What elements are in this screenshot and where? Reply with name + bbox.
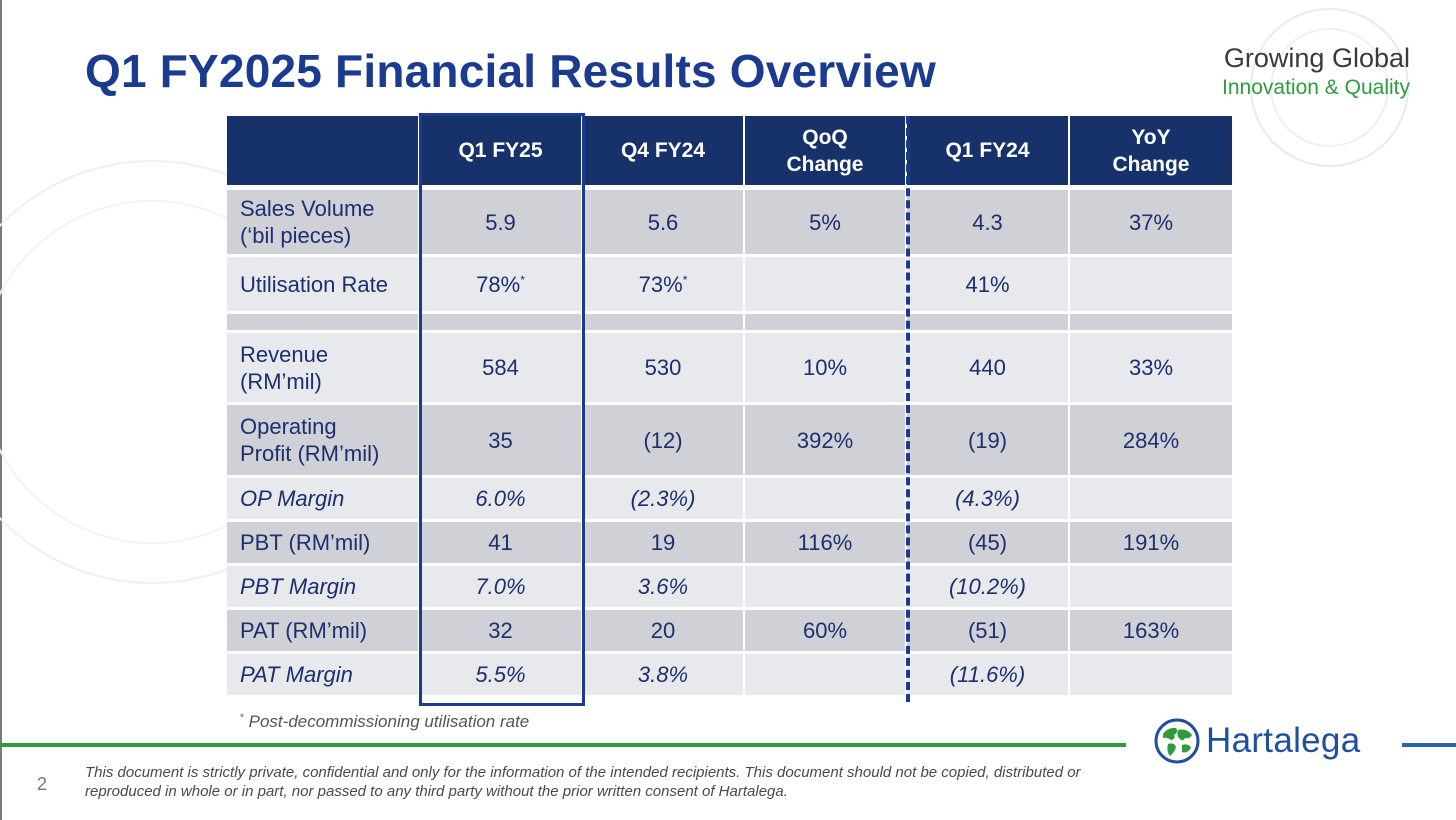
table-cell: 5.9 xyxy=(420,190,583,254)
header-cell xyxy=(227,116,420,185)
table-cell xyxy=(1070,566,1232,607)
brand-name: Hartalega xyxy=(1206,721,1361,760)
table-cell xyxy=(745,654,907,695)
table-cell xyxy=(1070,314,1232,330)
header-cell-q1-fy25: Q1 FY25 xyxy=(420,116,583,185)
table-cell: 191% xyxy=(1070,522,1232,563)
table-cell xyxy=(745,566,907,607)
table-cell: 392% xyxy=(745,405,907,475)
table-cell: 35 xyxy=(420,405,583,475)
row-label: PBT (RM’mil) xyxy=(227,522,420,563)
table-cell xyxy=(1070,654,1232,695)
table-cell: 10% xyxy=(745,333,907,402)
table-cell xyxy=(420,314,583,330)
header-cell-yoy-change: YoY Change xyxy=(1070,116,1232,185)
table-row: Utilisation Rate 78% * 73% * 41% xyxy=(227,254,1232,311)
table-row: PBT Margin 7.0% 3.6% (10.2%) xyxy=(227,563,1232,607)
table-row: Operating Profit (RM’mil) 35 (12) 392% (19) 28… xyxy=(227,402,1232,475)
table-cell: 41% xyxy=(907,257,1070,311)
globe-icon xyxy=(1154,718,1200,764)
table-cell: (12) xyxy=(583,405,745,475)
confidentiality-disclaimer: This document is strictly private, confi… xyxy=(85,764,1081,800)
table-row: Revenue (RM’mil) 584 530 10% 440 33% xyxy=(227,330,1232,402)
table-cell: 6.0% xyxy=(420,478,583,519)
header-cell-q1-fy24: Q1 FY24 xyxy=(907,116,1070,185)
footnote-marker: * xyxy=(240,712,244,724)
table-cell xyxy=(907,314,1070,330)
table-cell: 73% * xyxy=(583,257,745,311)
table-row: OP Margin 6.0% (2.3%) (4.3%) xyxy=(227,475,1232,519)
table-cell: 3.6% xyxy=(583,566,745,607)
header-cell-q4-fy24: Q4 FY24 xyxy=(583,116,745,185)
table-cell xyxy=(1070,478,1232,519)
table-cell xyxy=(745,314,907,330)
table-cell: 116% xyxy=(745,522,907,563)
tagline-line1: Growing Global xyxy=(1223,43,1410,73)
table-cell xyxy=(745,478,907,519)
table-cell: 3.8% xyxy=(583,654,745,695)
table-cell: 32 xyxy=(420,610,583,651)
table-cell: 5% xyxy=(745,190,907,254)
table-cell: (19) xyxy=(907,405,1070,475)
table-cell: 20 xyxy=(583,610,745,651)
table-cell: 5.5% xyxy=(420,654,583,695)
footnote-marker: * xyxy=(520,272,525,287)
table-cell: (45) xyxy=(907,522,1070,563)
footnote-marker: * xyxy=(682,272,688,287)
table-cell: 41 xyxy=(420,522,583,563)
table-cell: 163% xyxy=(1070,610,1232,651)
table-cell: 19 xyxy=(583,522,745,563)
footer-divider-green xyxy=(0,743,1126,747)
table-cell xyxy=(1070,257,1232,311)
row-label: Revenue (RM’mil) xyxy=(227,333,420,402)
tagline-line2: Innovation & Quality xyxy=(1222,76,1410,99)
table-cell xyxy=(583,314,745,330)
row-label: PAT (RM’mil) xyxy=(227,610,420,651)
decorative-circle xyxy=(1250,8,1409,167)
table-cell: 530 xyxy=(583,333,745,402)
footnote: * Post-decommissioning utilisation rate xyxy=(240,712,529,732)
table-cell: 7.0% xyxy=(420,566,583,607)
row-label: Sales Volume (‘bil pieces) xyxy=(227,190,420,254)
table-header-row: Q1 FY25 Q4 FY24 QoQ Change Q1 FY24 YoY Cha… xyxy=(227,116,1232,185)
table-body: Sales Volume (‘bil pieces) 5.9 5.6 5% 4.3 37% U… xyxy=(227,185,1232,695)
financial-results-table: Q1 FY25 Q4 FY24 QoQ Change Q1 FY24 YoY Cha… xyxy=(227,116,1232,695)
table-row: PAT Margin 5.5% 3.8% (11.6%) xyxy=(227,651,1232,695)
table-cell xyxy=(745,257,907,311)
row-label: Utilisation Rate xyxy=(227,257,420,311)
table-cell: 33% xyxy=(1070,333,1232,402)
row-label: OP Margin xyxy=(227,478,420,519)
row-label xyxy=(227,314,420,330)
table-cell: 284% xyxy=(1070,405,1232,475)
table-cell: 4.3 xyxy=(907,190,1070,254)
page-number: 2 xyxy=(37,774,48,794)
row-label: Operating Profit (RM’mil) xyxy=(227,405,420,475)
footnote-text: Post-decommissioning utilisation rate xyxy=(248,712,530,731)
table-cell: 78% * xyxy=(420,257,583,311)
tagline: Growing Global Innovation & Quality xyxy=(1222,42,1410,102)
table-cell: 37% xyxy=(1070,190,1232,254)
table-cell: (11.6%) xyxy=(907,654,1070,695)
table-cell: (4.3%) xyxy=(907,478,1070,519)
table-cell: 5.6 xyxy=(583,190,745,254)
footer-divider-blue xyxy=(1402,743,1456,747)
table-row: PAT (RM’mil) 32 20 60% (51) 163% xyxy=(227,607,1232,651)
decorative-circle xyxy=(1270,28,1389,147)
slide-title: Q1 FY2025 Financial Results Overview xyxy=(85,45,936,97)
table-cell: 584 xyxy=(420,333,583,402)
table-row: PBT (RM’mil) 41 19 116% (45) 191% xyxy=(227,519,1232,563)
hartalega-logo: Hartalega xyxy=(1154,718,1360,764)
row-label: PBT Margin xyxy=(227,566,420,607)
table-cell: (51) xyxy=(907,610,1070,651)
header-cell-qoq-change: QoQ Change xyxy=(745,116,907,185)
spacer-row xyxy=(227,311,1232,330)
table-row: Sales Volume (‘bil pieces) 5.9 5.6 5% 4.3 37% xyxy=(227,185,1232,254)
table-cell: 60% xyxy=(745,610,907,651)
table-cell: (10.2%) xyxy=(907,566,1070,607)
table-cell: 440 xyxy=(907,333,1070,402)
row-label: PAT Margin xyxy=(227,654,420,695)
table-cell: (2.3%) xyxy=(583,478,745,519)
